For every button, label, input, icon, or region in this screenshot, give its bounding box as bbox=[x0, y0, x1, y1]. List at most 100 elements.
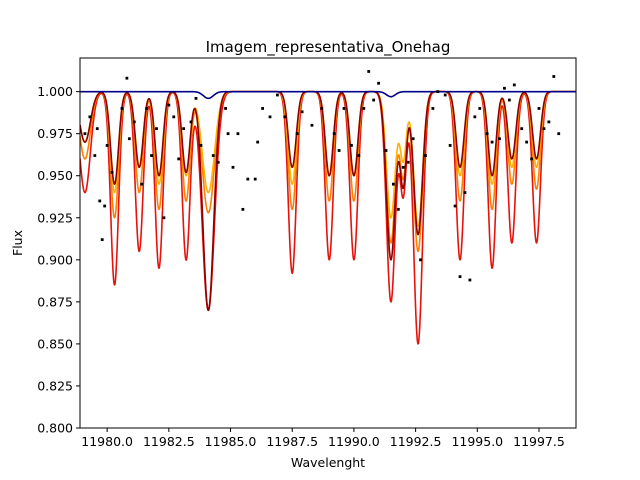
x-axis: 11980.0 11982.5 11985.0 11987.5 11990.0 11992… bbox=[81, 428, 565, 449]
observed-point bbox=[391, 182, 395, 186]
observed-point bbox=[557, 132, 561, 136]
x-tick-label: 11997.5 bbox=[513, 434, 565, 449]
series-line-2 bbox=[80, 90, 576, 253]
observed-point bbox=[498, 137, 501, 141]
observed-point bbox=[236, 132, 240, 136]
observed-point bbox=[241, 207, 245, 211]
y-axis: 0.800 0.825 0.850 0.875 0.900 0.925 0.950 0.975… bbox=[37, 84, 80, 436]
observed-point bbox=[406, 160, 410, 164]
observed-point bbox=[525, 140, 529, 144]
observed-point bbox=[120, 107, 124, 110]
observed-point bbox=[468, 278, 472, 282]
y-tick-label: 0.850 bbox=[37, 336, 73, 351]
observed-point bbox=[253, 177, 257, 181]
observed-point bbox=[310, 123, 314, 127]
y-tick-label: 0.800 bbox=[37, 421, 73, 436]
y-tick-label: 0.900 bbox=[37, 252, 73, 267]
observed-point bbox=[384, 149, 388, 152]
observed-point bbox=[458, 275, 462, 279]
plot-frame bbox=[79, 57, 577, 429]
observed-point bbox=[431, 107, 435, 110]
series-line-5 bbox=[80, 90, 576, 100]
observed-point bbox=[93, 154, 97, 157]
observed-point bbox=[226, 132, 230, 136]
observed-point bbox=[463, 191, 467, 194]
observed-point bbox=[110, 170, 114, 174]
observed-point bbox=[261, 107, 265, 110]
observed-point bbox=[105, 144, 109, 147]
observed-point bbox=[246, 177, 250, 181]
y-tick-label: 0.825 bbox=[37, 378, 73, 393]
observed-point bbox=[443, 93, 447, 97]
x-tick-label: 11990.0 bbox=[328, 434, 380, 449]
observed-point bbox=[485, 132, 489, 136]
x-axis-label: Wavelenght bbox=[291, 455, 365, 470]
observed-point bbox=[127, 137, 131, 141]
y-tick-label: 0.950 bbox=[37, 168, 73, 183]
observed-point bbox=[150, 154, 153, 157]
x-tick-label: 11985.0 bbox=[205, 434, 257, 449]
observed-point bbox=[320, 107, 324, 110]
x-tick-label: 11995.0 bbox=[451, 434, 503, 449]
observed-point bbox=[155, 127, 158, 131]
y-axis-label: Flux bbox=[10, 230, 25, 256]
observed-point bbox=[224, 107, 227, 110]
x-tick-label: 11992.5 bbox=[390, 434, 442, 449]
observed-point bbox=[132, 120, 136, 124]
observed-point bbox=[503, 86, 506, 90]
y-tick-label: 1.000 bbox=[37, 84, 73, 99]
observed-point bbox=[478, 107, 482, 110]
x-tick-label: 11980.0 bbox=[81, 434, 133, 449]
observed-point bbox=[530, 157, 533, 161]
observed-point bbox=[100, 238, 104, 242]
observed-point bbox=[172, 115, 176, 119]
observed-point bbox=[177, 157, 181, 161]
observed-point bbox=[490, 140, 494, 144]
observed-point bbox=[145, 107, 149, 110]
observed-point bbox=[95, 127, 99, 131]
y-tick-label: 0.925 bbox=[37, 210, 73, 225]
observed-point bbox=[411, 137, 415, 141]
x-tick-label: 11987.5 bbox=[266, 434, 318, 449]
observed-point bbox=[216, 160, 220, 164]
observed-point bbox=[436, 90, 440, 94]
observed-point bbox=[162, 216, 166, 220]
series-layer bbox=[80, 90, 576, 345]
observed-point bbox=[453, 204, 457, 208]
observed-point bbox=[276, 93, 279, 97]
observed-point bbox=[547, 120, 551, 124]
observed-point bbox=[520, 127, 524, 131]
observed-point bbox=[552, 75, 556, 78]
observed-point bbox=[419, 258, 422, 262]
observed-point bbox=[342, 107, 346, 110]
series-line-1 bbox=[80, 90, 576, 345]
observed-point bbox=[367, 70, 371, 73]
observed-points-layer bbox=[83, 70, 561, 282]
observed-point bbox=[189, 120, 193, 124]
observed-point bbox=[372, 98, 376, 102]
observed-point bbox=[83, 132, 87, 136]
observed-point bbox=[357, 154, 361, 157]
observed-point bbox=[256, 140, 260, 144]
observed-point bbox=[537, 107, 541, 110]
observed-point bbox=[542, 127, 546, 131]
observed-point bbox=[140, 182, 144, 186]
observed-point bbox=[396, 207, 400, 211]
y-tick-label: 0.975 bbox=[37, 126, 73, 141]
observed-point bbox=[199, 144, 203, 147]
observed-point bbox=[167, 103, 171, 107]
observed-point bbox=[268, 115, 272, 119]
observed-point bbox=[350, 144, 353, 147]
observed-point bbox=[512, 83, 516, 87]
observed-point bbox=[401, 165, 405, 169]
observed-point bbox=[377, 81, 380, 85]
observed-point bbox=[332, 132, 336, 136]
observed-point bbox=[424, 154, 427, 157]
chart-title: Imagem_representativa_Onehag bbox=[206, 38, 451, 57]
observed-point bbox=[88, 115, 92, 119]
observed-point bbox=[103, 204, 107, 208]
observed-point bbox=[473, 115, 477, 119]
observed-point bbox=[182, 127, 186, 131]
